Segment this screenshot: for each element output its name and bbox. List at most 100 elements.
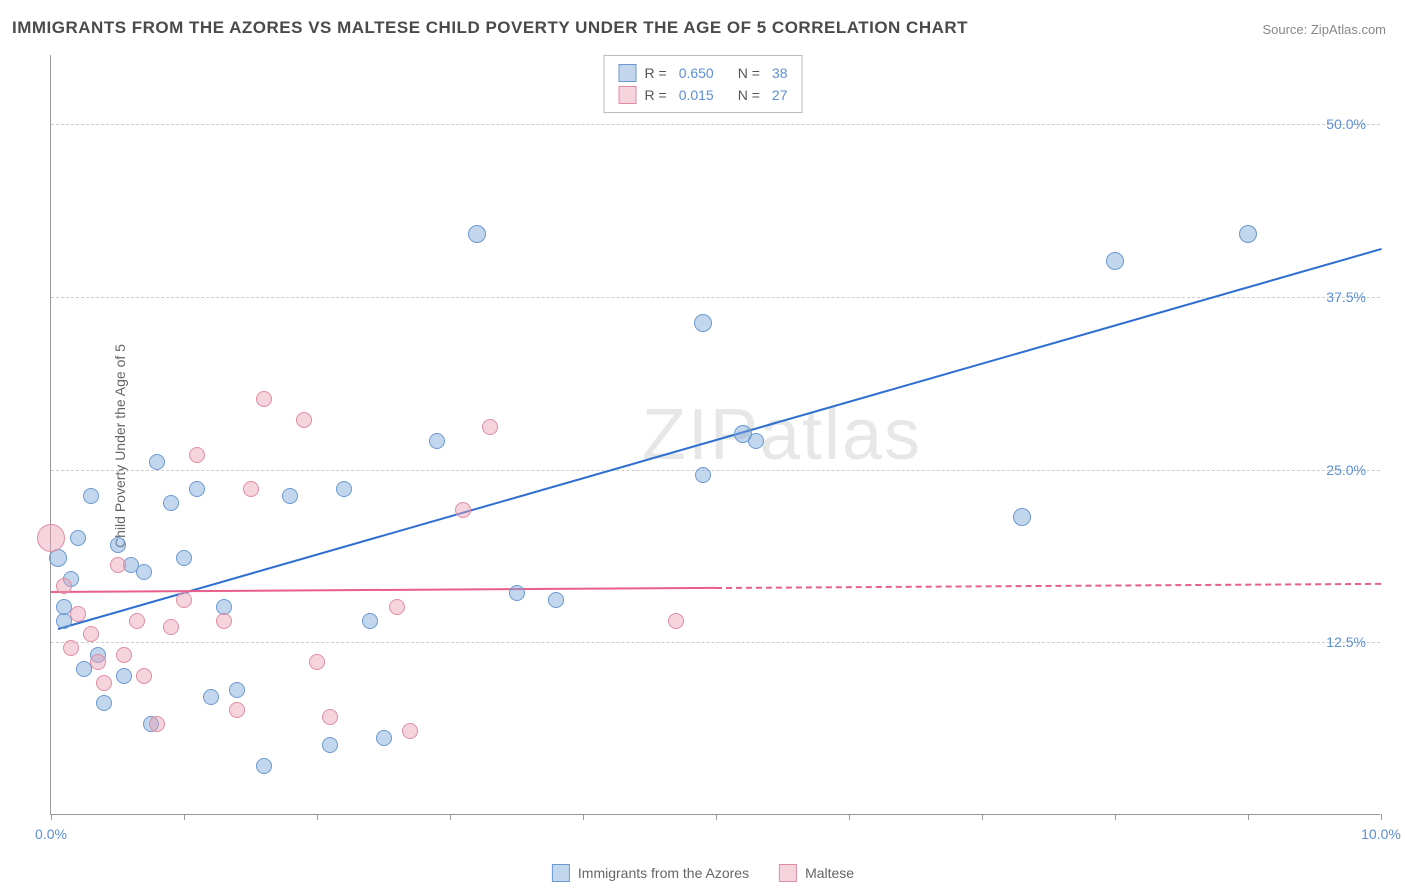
data-point (243, 481, 259, 497)
legend-n-value: 38 (772, 65, 788, 81)
legend-top-row: R = 0.650 N = 38 (619, 62, 788, 84)
data-point (229, 682, 245, 698)
legend-series-label: Maltese (805, 865, 854, 881)
legend-r-label: R = (645, 87, 667, 103)
x-tick-mark (982, 814, 983, 820)
data-point (668, 613, 684, 629)
data-point (695, 467, 711, 483)
data-point (376, 730, 392, 746)
data-point (468, 225, 486, 243)
gridline (51, 124, 1380, 125)
legend-swatch (619, 64, 637, 82)
data-point (49, 549, 67, 567)
data-point (90, 654, 106, 670)
legend-bottom: Immigrants from the Azores Maltese (552, 864, 854, 882)
data-point (96, 675, 112, 691)
y-tick-label: 25.0% (1326, 462, 1366, 478)
x-tick-mark (583, 814, 584, 820)
y-tick-label: 37.5% (1326, 289, 1366, 305)
data-point (402, 723, 418, 739)
data-point (282, 488, 298, 504)
data-point (482, 419, 498, 435)
legend-swatch (619, 86, 637, 104)
source-label: Source: ZipAtlas.com (1262, 22, 1386, 37)
data-point (309, 654, 325, 670)
data-point (70, 530, 86, 546)
legend-top-row: R = 0.015 N = 27 (619, 84, 788, 106)
data-point (110, 557, 126, 573)
data-point (256, 391, 272, 407)
data-point (129, 613, 145, 629)
data-point (322, 737, 338, 753)
data-point (189, 481, 205, 497)
data-point (176, 550, 192, 566)
x-tick-mark (317, 814, 318, 820)
chart-container: IMMIGRANTS FROM THE AZORES VS MALTESE CH… (0, 0, 1406, 892)
data-point (429, 433, 445, 449)
data-point (694, 314, 712, 332)
data-point (136, 564, 152, 580)
watermark: ZIPatlas (642, 394, 922, 476)
data-point (229, 702, 245, 718)
data-point (336, 481, 352, 497)
legend-n-label: N = (738, 87, 760, 103)
data-point (389, 599, 405, 615)
legend-bottom-item: Maltese (779, 864, 854, 882)
data-point (83, 626, 99, 642)
data-point (362, 613, 378, 629)
gridline (51, 297, 1380, 298)
data-point (83, 488, 99, 504)
y-tick-label: 12.5% (1326, 634, 1366, 650)
legend-bottom-item: Immigrants from the Azores (552, 864, 749, 882)
x-tick-mark (1381, 814, 1382, 820)
data-point (163, 495, 179, 511)
legend-series-label: Immigrants from the Azores (578, 865, 749, 881)
x-tick-mark (849, 814, 850, 820)
data-point (110, 537, 126, 553)
x-tick-mark (1248, 814, 1249, 820)
data-point (56, 578, 72, 594)
data-point (63, 640, 79, 656)
data-point (149, 716, 165, 732)
data-point (203, 689, 219, 705)
legend-r-value: 0.650 (679, 65, 714, 81)
data-point (322, 709, 338, 725)
data-point (296, 412, 312, 428)
data-point (748, 433, 764, 449)
legend-n-label: N = (738, 65, 760, 81)
chart-title: IMMIGRANTS FROM THE AZORES VS MALTESE CH… (12, 18, 968, 38)
x-tick-mark (716, 814, 717, 820)
legend-swatch (779, 864, 797, 882)
gridline (51, 642, 1380, 643)
data-point (216, 613, 232, 629)
data-point (136, 668, 152, 684)
legend-r-value: 0.015 (679, 87, 714, 103)
data-point (116, 647, 132, 663)
data-point (256, 758, 272, 774)
trend-line (57, 248, 1381, 630)
data-point (1239, 225, 1257, 243)
data-point (176, 592, 192, 608)
data-point (509, 585, 525, 601)
x-tick-label: 0.0% (35, 826, 67, 842)
trend-line (51, 587, 716, 593)
data-point (149, 454, 165, 470)
data-point (70, 606, 86, 622)
data-point (189, 447, 205, 463)
gridline (51, 470, 1380, 471)
data-point (37, 524, 65, 552)
trend-line-dashed (716, 583, 1381, 589)
x-tick-label: 10.0% (1361, 826, 1401, 842)
plot-area: ZIPatlas 12.5%25.0%37.5%50.0%0.0%10.0% (50, 55, 1380, 815)
data-point (1106, 252, 1124, 270)
legend-n-value: 27 (772, 87, 788, 103)
y-tick-label: 50.0% (1326, 116, 1366, 132)
legend-r-label: R = (645, 65, 667, 81)
data-point (163, 619, 179, 635)
data-point (116, 668, 132, 684)
x-tick-mark (1115, 814, 1116, 820)
data-point (455, 502, 471, 518)
data-point (1013, 508, 1031, 526)
x-tick-mark (184, 814, 185, 820)
x-tick-mark (450, 814, 451, 820)
